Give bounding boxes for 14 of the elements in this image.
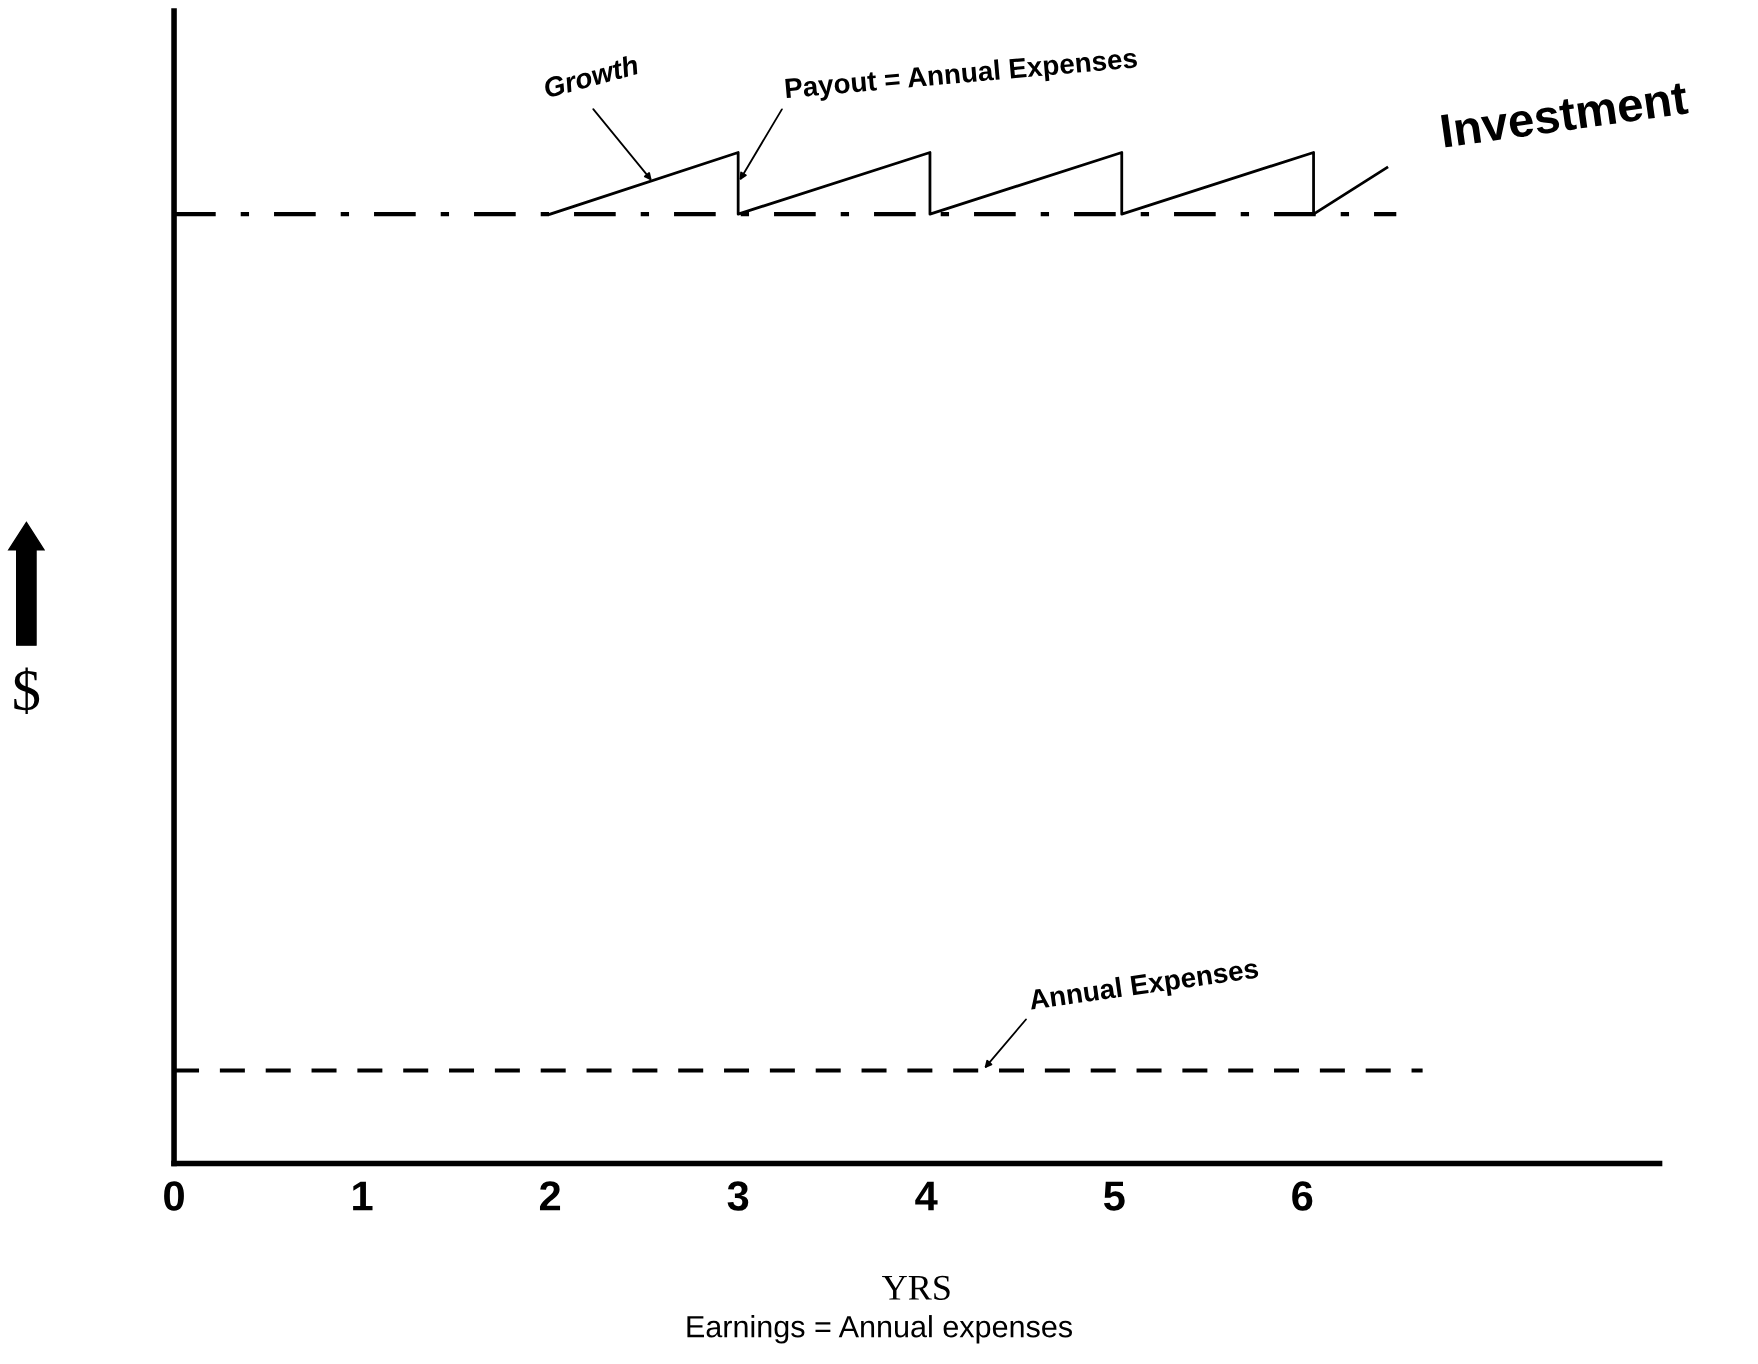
text: Investment [1441,81,1689,148]
x-tick-label: 6 [1292,1181,1313,1211]
text: Earnings = Annual expenses [687,1315,1072,1344]
x-tick-label: 3 [727,1181,749,1211]
annotation: Growth [542,54,640,99]
x-tick-label: 1 [353,1181,373,1211]
annotation: Payout = Annual Expenses [785,47,1138,104]
y-axis-title: $ [14,667,40,715]
x-axis-title: YRS [882,1275,950,1300]
x-tick-label: 5 [1103,1181,1125,1211]
x-tick-label: 2 [539,1181,561,1211]
x-tick-label: 4 [915,1181,938,1211]
x-tick-label: 0 [164,1181,184,1211]
annotation: Annual Expenses [1028,957,1260,1016]
